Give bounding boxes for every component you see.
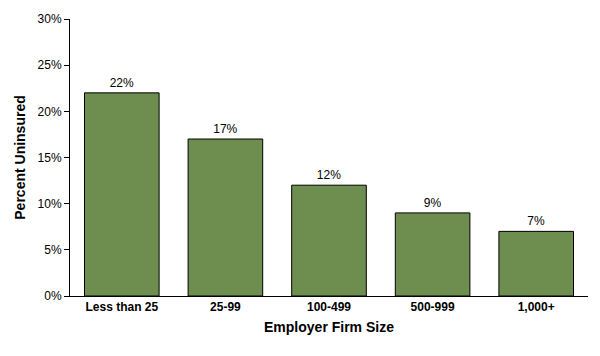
svg-text:25%: 25%	[38, 58, 62, 72]
svg-text:30%: 30%	[38, 12, 62, 26]
svg-text:5%: 5%	[44, 243, 62, 257]
svg-text:Employer Firm Size: Employer Firm Size	[264, 319, 394, 335]
svg-text:25-99: 25-99	[210, 300, 241, 314]
svg-text:0%: 0%	[44, 289, 62, 303]
svg-text:22%: 22%	[110, 76, 134, 90]
svg-text:9%: 9%	[424, 196, 442, 210]
svg-text:500-999: 500-999	[411, 300, 455, 314]
svg-text:17%: 17%	[213, 122, 237, 136]
svg-text:15%: 15%	[38, 151, 62, 165]
svg-text:12%: 12%	[317, 168, 341, 182]
svg-text:10%: 10%	[38, 197, 62, 211]
svg-text:Less than 25: Less than 25	[85, 300, 158, 314]
svg-text:1,000+: 1,000+	[518, 300, 555, 314]
svg-text:20%: 20%	[38, 105, 62, 119]
svg-text:7%: 7%	[527, 214, 545, 228]
svg-text:100-499: 100-499	[307, 300, 351, 314]
svg-text:Percent Uninsured: Percent Uninsured	[12, 95, 28, 219]
